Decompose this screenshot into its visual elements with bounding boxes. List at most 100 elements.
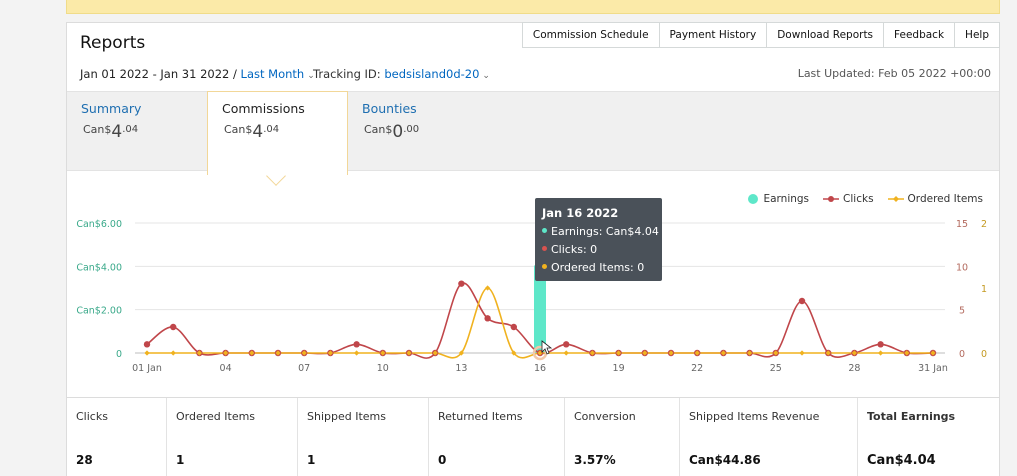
date-range-text: Jan 01 2022 - Jan 31 2022 / [80, 67, 237, 81]
legend-ordered-items[interactable]: Ordered Items [887, 193, 983, 205]
ordered-items-point [485, 285, 491, 291]
stat-revenue-label: Shipped Items Revenue [689, 410, 820, 423]
reports-card: Reports Commission Schedule Payment Hist… [66, 22, 1000, 476]
ordered-items-point [904, 350, 910, 356]
y-ordered-tick: 1 [981, 284, 987, 295]
notice-banner [66, 0, 1000, 14]
date-range-filter: Jan 01 2022 - Jan 31 2022 / Last Month ⌄ [80, 67, 315, 81]
stat-total-value: Can$4.04 [867, 453, 936, 468]
x-tick-label: 16 [534, 363, 546, 374]
legend-ordered-label: Ordered Items [907, 193, 983, 205]
y-left-tick: Can$6.00 [76, 219, 122, 230]
tab-bounties-value: Can$0.00 [364, 122, 420, 142]
tracking-id-dropdown[interactable]: bedsisland0d-20 [384, 67, 480, 81]
ordered-items-point [406, 350, 412, 356]
ordered-items-point [432, 350, 438, 356]
legend-clicks[interactable]: Clicks [823, 193, 874, 205]
help-link[interactable]: Help [954, 22, 1000, 48]
stat-shipped-revenue: Shipped Items Revenue Can$44.86 [680, 398, 858, 476]
clicks-point [877, 341, 884, 348]
ordered-items-point [563, 350, 569, 356]
tooltip-ordered: Ordered Items: 0 [542, 261, 644, 274]
ordered-items-point [223, 350, 229, 356]
ordered-items-point [851, 350, 857, 356]
ordered-items-point [249, 350, 255, 356]
chevron-down-icon: ⌄ [482, 71, 490, 81]
legend-clicks-label: Clicks [843, 193, 874, 205]
y-clicks-tick: 15 [956, 219, 968, 230]
x-tick-label: 25 [770, 363, 782, 374]
y-left-tick: Can$2.00 [76, 306, 122, 317]
ordered-items-point [170, 350, 176, 356]
feedback-link[interactable]: Feedback [883, 22, 956, 48]
y-clicks-tick: 0 [959, 349, 965, 360]
tab-summary-value: Can$4.04 [83, 122, 139, 142]
tab-bounties-label: Bounties [362, 101, 417, 116]
tab-summary[interactable]: Summary Can$4.04 [67, 92, 207, 172]
y-ordered-tick: 0 [981, 349, 987, 360]
ordered-items-point [589, 350, 595, 356]
x-tick-label: 22 [691, 363, 703, 374]
ordered-items-point [668, 350, 674, 356]
stat-shipped-label: Shipped Items [307, 410, 386, 423]
stat-returned-value: 0 [438, 453, 447, 467]
hover-marker [532, 345, 548, 361]
y-ordered-tick: 2 [981, 219, 987, 230]
stat-revenue-value: Can$44.86 [689, 453, 761, 467]
x-tick-label: 07 [298, 363, 310, 374]
period-dropdown[interactable]: Last Month [240, 67, 305, 81]
x-tick-label: 19 [613, 363, 625, 374]
y-clicks-tick: 5 [959, 306, 965, 317]
ordered-items-point [878, 350, 884, 356]
tab-commissions-value: Can$4.04 [224, 122, 280, 142]
filter-row: Jan 01 2022 - Jan 31 2022 / Last Month ⌄ … [80, 67, 991, 83]
ordered-items-point [354, 350, 360, 356]
tooltip-earnings: Earnings: Can$4.04 [542, 225, 659, 238]
tab-summary-label: Summary [81, 101, 142, 116]
ordered-items-point [327, 350, 333, 356]
report-nav: Commission Schedule Payment History Down… [521, 22, 1000, 48]
download-reports-link[interactable]: Download Reports [766, 22, 885, 48]
clicks-point [353, 341, 360, 348]
chart-plot: 0 0 Can$2.00 5 Can$4.00 10 Can$6.00 15 0 1 2 01 Jan… [76, 219, 987, 374]
tooltip-clicks: Clicks: 0 [542, 243, 597, 256]
stat-returned-items: Returned Items 0 [429, 398, 565, 476]
tab-bounties[interactable]: Bounties Can$0.00 [348, 92, 488, 172]
ordered-items-point [799, 350, 805, 356]
x-tick-label: 10 [377, 363, 389, 374]
payment-history-link[interactable]: Payment History [658, 22, 768, 48]
tracking-id-label: Tracking ID: [313, 67, 381, 81]
ordered-items-point [930, 350, 936, 356]
last-updated-text: Last Updated: Feb 05 2022 +00:00 [797, 67, 991, 80]
tracking-id-filter: Tracking ID: bedsisland0d-20 ⌄ [313, 67, 490, 81]
ordered-items-point [616, 350, 622, 356]
report-tabs: Summary Can$4.04 Commissions Can$4.04 Bo… [67, 91, 999, 186]
stat-ordered-value: 1 [176, 453, 185, 467]
earnings-chart: Earnings Clicks Ordered Items 0 0 Can$2.00… [67, 173, 999, 401]
ordered-items-point [511, 350, 517, 356]
tooltip-date: Jan 16 2022 [542, 206, 619, 220]
mouse-cursor-icon [541, 340, 553, 355]
ordered-items-point [144, 350, 150, 356]
ordered-items-point [537, 350, 543, 356]
stat-shipped-items: Shipped Items 1 [298, 398, 429, 476]
chart-tooltip: Jan 16 2022 Earnings: Can$4.04 Clicks: 0… [535, 198, 662, 281]
stat-conversion-label: Conversion [574, 410, 636, 423]
commission-schedule-link[interactable]: Commission Schedule [521, 22, 660, 48]
clicks-point [484, 315, 491, 322]
legend-earnings[interactable]: Earnings [747, 193, 809, 205]
ordered-items-point [458, 350, 464, 356]
clicks-point [458, 280, 465, 287]
stat-total-earnings: Total Earnings Can$4.04 [858, 398, 999, 476]
stats-row: Clicks 28 Ordered Items 1 Shipped Items … [67, 397, 999, 476]
clicks-point [170, 323, 177, 331]
ordered-items-point [196, 350, 202, 356]
chart-legend: Earnings Clicks Ordered Items [733, 193, 983, 205]
x-tick-label: 28 [848, 363, 860, 374]
stat-clicks-label: Clicks [76, 410, 108, 423]
tab-commissions[interactable]: Commissions Can$4.04 [207, 91, 348, 186]
y-clicks-tick: 10 [956, 262, 968, 273]
ordered-items-point [275, 350, 281, 356]
stat-conversion-value: 3.57% [574, 453, 616, 467]
stat-total-label: Total Earnings [867, 410, 956, 423]
